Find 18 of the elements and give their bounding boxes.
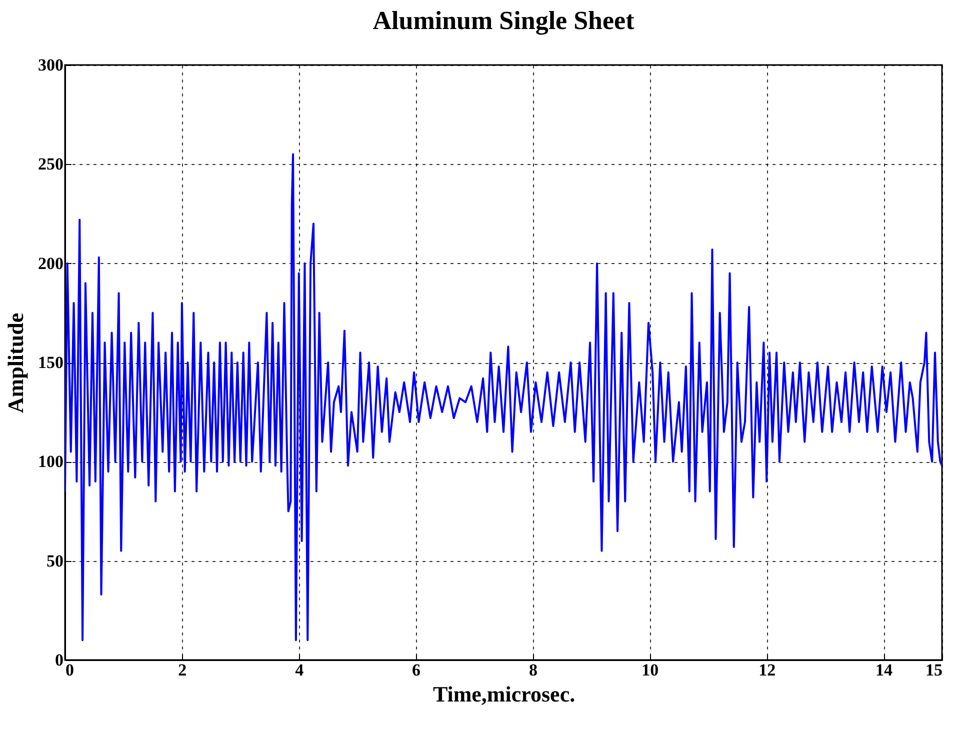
y-tick-label: 250 — [38, 154, 64, 174]
x-tick-label: 4 — [295, 660, 304, 680]
x-tick-label: 6 — [412, 660, 421, 680]
y-tick-label: 100 — [38, 452, 64, 472]
y-tick-label: 300 — [38, 56, 64, 74]
x-axis-title: Time,microsec. — [432, 682, 576, 706]
chart-title: Aluminum Single Sheet — [372, 6, 635, 35]
x-tick-label: 14 — [876, 660, 894, 680]
x-tick-label: 15 — [926, 660, 942, 680]
y-tick-label: 150 — [38, 353, 64, 372]
line-series — [65, 153, 942, 642]
y-axis-title: Amplitude — [3, 312, 28, 414]
x-tick-label: 8 — [528, 660, 538, 680]
y-tick-label: 50 — [46, 551, 64, 570]
x-tick-label: 12 — [758, 660, 776, 680]
y-tick-label: 200 — [38, 254, 64, 273]
x-tick-label: 2 — [178, 660, 187, 680]
x-tick-label: 10 — [642, 660, 659, 680]
